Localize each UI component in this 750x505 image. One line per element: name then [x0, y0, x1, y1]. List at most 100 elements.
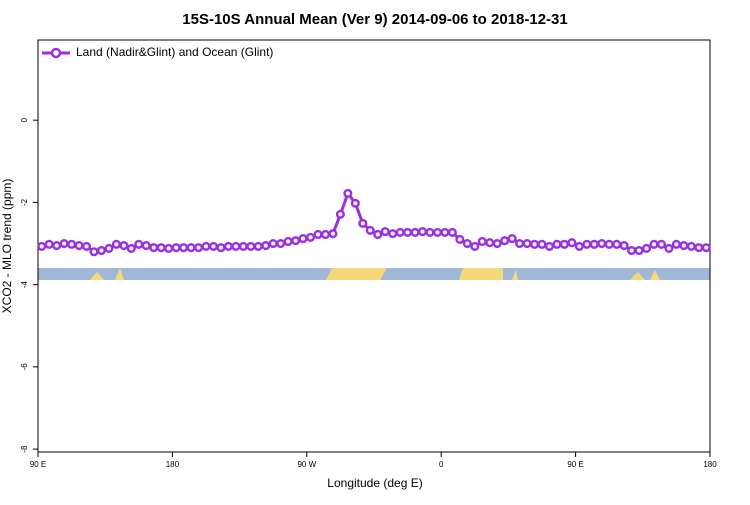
- data-point: [231, 241, 241, 251]
- data-point: [425, 227, 435, 237]
- data-point: [440, 227, 450, 237]
- data-point: [186, 243, 196, 253]
- x-tick-label: 180: [166, 460, 180, 469]
- data-point: [634, 245, 644, 256]
- data-point: [417, 227, 428, 237]
- data-point: [500, 236, 510, 246]
- data-point: [171, 243, 181, 253]
- data-point: [149, 243, 159, 253]
- data-point: [134, 239, 144, 249]
- data-point: [410, 227, 420, 237]
- data-point: [305, 232, 316, 242]
- data-point: [328, 229, 338, 239]
- y-tick-label: -2: [20, 198, 29, 206]
- data-point: [537, 239, 547, 249]
- data-point: [253, 241, 263, 251]
- data-point: [432, 227, 443, 237]
- data-point: [455, 234, 465, 244]
- data-point: [552, 239, 562, 249]
- data-point: [589, 239, 599, 249]
- data-point: [246, 241, 256, 251]
- data-point: [477, 236, 487, 247]
- data-point: [350, 198, 360, 208]
- data-point: [59, 238, 69, 249]
- data-point: [89, 247, 99, 257]
- data-point: [156, 243, 166, 253]
- data-point: [671, 239, 681, 249]
- data-point: [343, 188, 353, 198]
- data-point: [268, 238, 278, 249]
- data-point: [104, 243, 114, 254]
- data-point: [649, 239, 659, 249]
- data-point: [365, 225, 375, 235]
- data-point: [298, 234, 308, 244]
- land-ocean-strip: [38, 268, 710, 280]
- data-point: [388, 229, 398, 239]
- data-point: [567, 238, 577, 248]
- data-point: [395, 227, 405, 237]
- data-point: [313, 229, 323, 240]
- data-point: [515, 238, 525, 249]
- data-point: [656, 239, 667, 249]
- data-point: [597, 238, 607, 249]
- x-axis-label: Longitude (deg E): [327, 476, 422, 490]
- data-point: [320, 229, 331, 240]
- x-tick-label: 0: [439, 460, 444, 469]
- data-point: [74, 241, 84, 251]
- data-point: [529, 239, 540, 249]
- data-point: [470, 241, 480, 251]
- data-point: [96, 245, 107, 256]
- data-point: [582, 239, 592, 249]
- data-point: [612, 239, 622, 249]
- data-point: [485, 238, 495, 248]
- data-point: [208, 241, 219, 251]
- chart-title: 15S-10S Annual Mean (Ver 9) 2014-09-06 t…: [182, 11, 567, 28]
- data-point: [238, 241, 248, 251]
- data-point: [193, 243, 204, 253]
- data-point: [119, 241, 129, 251]
- data-point: [291, 236, 301, 246]
- data-point: [559, 239, 569, 249]
- x-tick-label: 90 W: [297, 460, 316, 469]
- data-point: [283, 236, 293, 247]
- data-point: [492, 238, 502, 249]
- data-point: [126, 243, 136, 254]
- y-tick-label: -8: [20, 445, 29, 453]
- y-tick-label: -4: [20, 281, 29, 289]
- data-point: [574, 241, 584, 251]
- data-point: [335, 209, 345, 219]
- data-point: [179, 243, 189, 253]
- data-point: [52, 241, 62, 251]
- data-point: [37, 241, 47, 251]
- data-point: [67, 239, 77, 249]
- data-point: [686, 241, 696, 251]
- data-point: [544, 241, 555, 251]
- x-tick-label: 90 E: [30, 460, 46, 469]
- data-point: [44, 239, 54, 249]
- y-tick-label: 0: [20, 117, 29, 122]
- data-point: [276, 238, 286, 249]
- data-point: [164, 243, 174, 254]
- data-point: [462, 238, 472, 249]
- legend-label: Land (Nadir&Glint) and Ocean (Glint): [76, 45, 273, 59]
- data-point: [380, 227, 390, 237]
- data-point: [403, 227, 413, 237]
- data-point: [641, 243, 652, 254]
- data-point: [141, 241, 151, 251]
- legend-marker: [50, 47, 62, 59]
- data-point: [223, 241, 233, 251]
- x-tick-label: 90 E: [567, 460, 583, 469]
- x-tick-label: 180: [703, 460, 717, 469]
- data-point: [664, 243, 674, 254]
- data-point: [627, 245, 637, 256]
- data-point: [261, 241, 271, 251]
- data-point: [604, 239, 614, 249]
- y-axis-label: XCO2 - MLO trend (ppm): [0, 179, 14, 314]
- data-point: [111, 239, 121, 249]
- data-point: [81, 241, 92, 251]
- data-point: [201, 241, 211, 251]
- data-point: [619, 241, 629, 251]
- data-point: [447, 227, 457, 237]
- data-point: [507, 234, 517, 244]
